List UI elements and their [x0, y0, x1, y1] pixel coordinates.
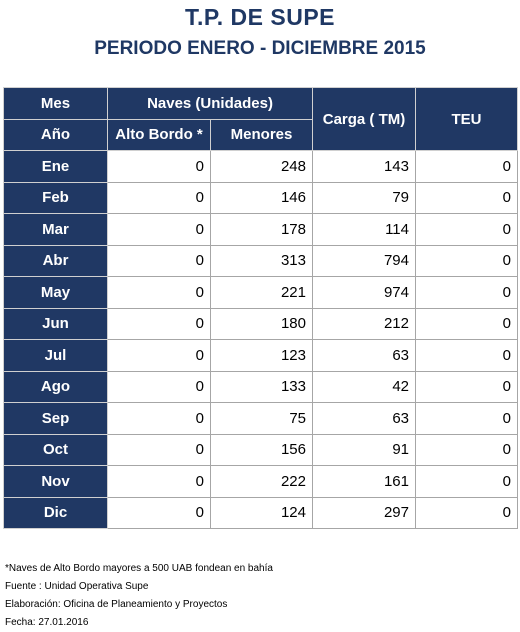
header-cell: Naves (Unidades) — [107, 87, 313, 120]
value-cell: 143 — [312, 150, 416, 183]
value-cell: 297 — [312, 496, 416, 529]
value-cell: 248 — [210, 150, 313, 183]
value-cell: 156 — [210, 433, 313, 466]
value-cell: 178 — [210, 213, 313, 246]
footnote: Elaboración: Oficina de Planeamiento y P… — [5, 599, 228, 610]
value-cell: 0 — [107, 244, 211, 277]
value-cell: 313 — [210, 244, 313, 277]
value-cell: 133 — [210, 370, 313, 403]
value-cell: 0 — [107, 276, 211, 309]
value-cell: 974 — [312, 276, 416, 309]
value-cell: 146 — [210, 181, 313, 214]
month-cell: Ene — [3, 150, 108, 183]
value-cell: 0 — [107, 307, 211, 340]
value-cell: 0 — [107, 433, 211, 466]
value-cell: 124 — [210, 496, 313, 529]
month-cell: May — [3, 276, 108, 309]
header-row: Año Alto Bordo * Menores — [3, 118, 518, 151]
value-cell: 0 — [415, 465, 518, 498]
table-row: Feb 0 146 79 0 — [3, 181, 518, 214]
table-row: Ago 0 133 42 0 — [3, 370, 518, 403]
value-cell: 0 — [107, 181, 211, 214]
footnote: Fuente : Unidad Operativa Supe — [5, 581, 149, 592]
month-cell: Jun — [3, 307, 108, 340]
value-cell: 221 — [210, 276, 313, 309]
month-cell: Nov — [3, 465, 108, 498]
footnotes: *Naves de Alto Bordo mayores a 500 UAB f… — [5, 560, 273, 632]
table-row: Nov 0 222 161 0 — [3, 465, 518, 498]
table-row: Jun 0 180 212 0 — [3, 307, 518, 340]
table-body: Ene 0 248 143 0 Feb 0 146 79 0 Mar 0 178 114 0 Abr 0 313 7… — [3, 150, 518, 529]
data-table: Mes Naves (Unidades) Carga ( TM) TEU Año… — [3, 87, 518, 529]
value-cell: 0 — [415, 496, 518, 529]
value-cell: 0 — [415, 402, 518, 435]
header-row: Mes Naves (Unidades) Carga ( TM) TEU — [3, 87, 518, 151]
value-cell: 0 — [415, 339, 518, 372]
value-cell: 0 — [415, 370, 518, 403]
value-cell: 0 — [415, 213, 518, 246]
table-row: Mar 0 178 114 0 — [3, 213, 518, 246]
value-cell: 0 — [107, 402, 211, 435]
footnote: Fecha: 27.01.2016 — [5, 617, 89, 628]
value-cell: 222 — [210, 465, 313, 498]
value-cell: 0 — [107, 339, 211, 372]
header-cell: Mes — [3, 87, 108, 120]
month-cell: Abr — [3, 244, 108, 277]
value-cell: 123 — [210, 339, 313, 372]
value-cell: 0 — [415, 150, 518, 183]
value-cell: 0 — [107, 213, 211, 246]
table-row: Sep 0 75 63 0 — [3, 402, 518, 435]
value-cell: 0 — [415, 307, 518, 340]
table-row: Ene 0 248 143 0 — [3, 150, 518, 183]
header-cell: Alto Bordo * — [107, 118, 211, 151]
month-cell: Ago — [3, 370, 108, 403]
table-row: Jul 0 123 63 0 — [3, 339, 518, 372]
table-row: Oct 0 156 91 0 — [3, 433, 518, 466]
value-cell: 0 — [415, 433, 518, 466]
value-cell: 161 — [312, 465, 416, 498]
table-header: Mes Naves (Unidades) Carga ( TM) TEU Año… — [3, 87, 518, 151]
subtitle: PERIODO ENERO - DICIEMBRE 2015 — [94, 38, 426, 59]
value-cell: 0 — [415, 276, 518, 309]
value-cell: 0 — [107, 150, 211, 183]
table-row: Dic 0 124 297 0 — [3, 496, 518, 529]
value-cell: 0 — [107, 465, 211, 498]
value-cell: 0 — [107, 496, 211, 529]
value-cell: 794 — [312, 244, 416, 277]
value-cell: 114 — [312, 213, 416, 246]
header-cell: Año — [3, 118, 108, 151]
footnote: *Naves de Alto Bordo mayores a 500 UAB f… — [5, 563, 273, 574]
table-row: Abr 0 313 794 0 — [3, 244, 518, 277]
month-cell: Jul — [3, 339, 108, 372]
value-cell: 212 — [312, 307, 416, 340]
header-cell: Carga ( TM) — [312, 87, 416, 151]
value-cell: 42 — [312, 370, 416, 403]
value-cell: 180 — [210, 307, 313, 340]
value-cell: 75 — [210, 402, 313, 435]
header-cell: TEU — [415, 87, 518, 151]
value-cell: 79 — [312, 181, 416, 214]
value-cell: 0 — [107, 370, 211, 403]
value-cell: 63 — [312, 339, 416, 372]
title: T.P. DE SUPE — [184, 4, 336, 30]
value-cell: 0 — [415, 181, 518, 214]
month-cell: Feb — [3, 181, 108, 214]
value-cell: 63 — [312, 402, 416, 435]
month-cell: Mar — [3, 213, 108, 246]
table-row: May 0 221 974 0 — [3, 276, 518, 309]
header-cell: Menores — [210, 118, 313, 151]
month-cell: Sep — [3, 402, 108, 435]
value-cell: 91 — [312, 433, 416, 466]
month-cell: Dic — [3, 496, 108, 529]
value-cell: 0 — [415, 244, 518, 277]
month-cell: Oct — [3, 433, 108, 466]
